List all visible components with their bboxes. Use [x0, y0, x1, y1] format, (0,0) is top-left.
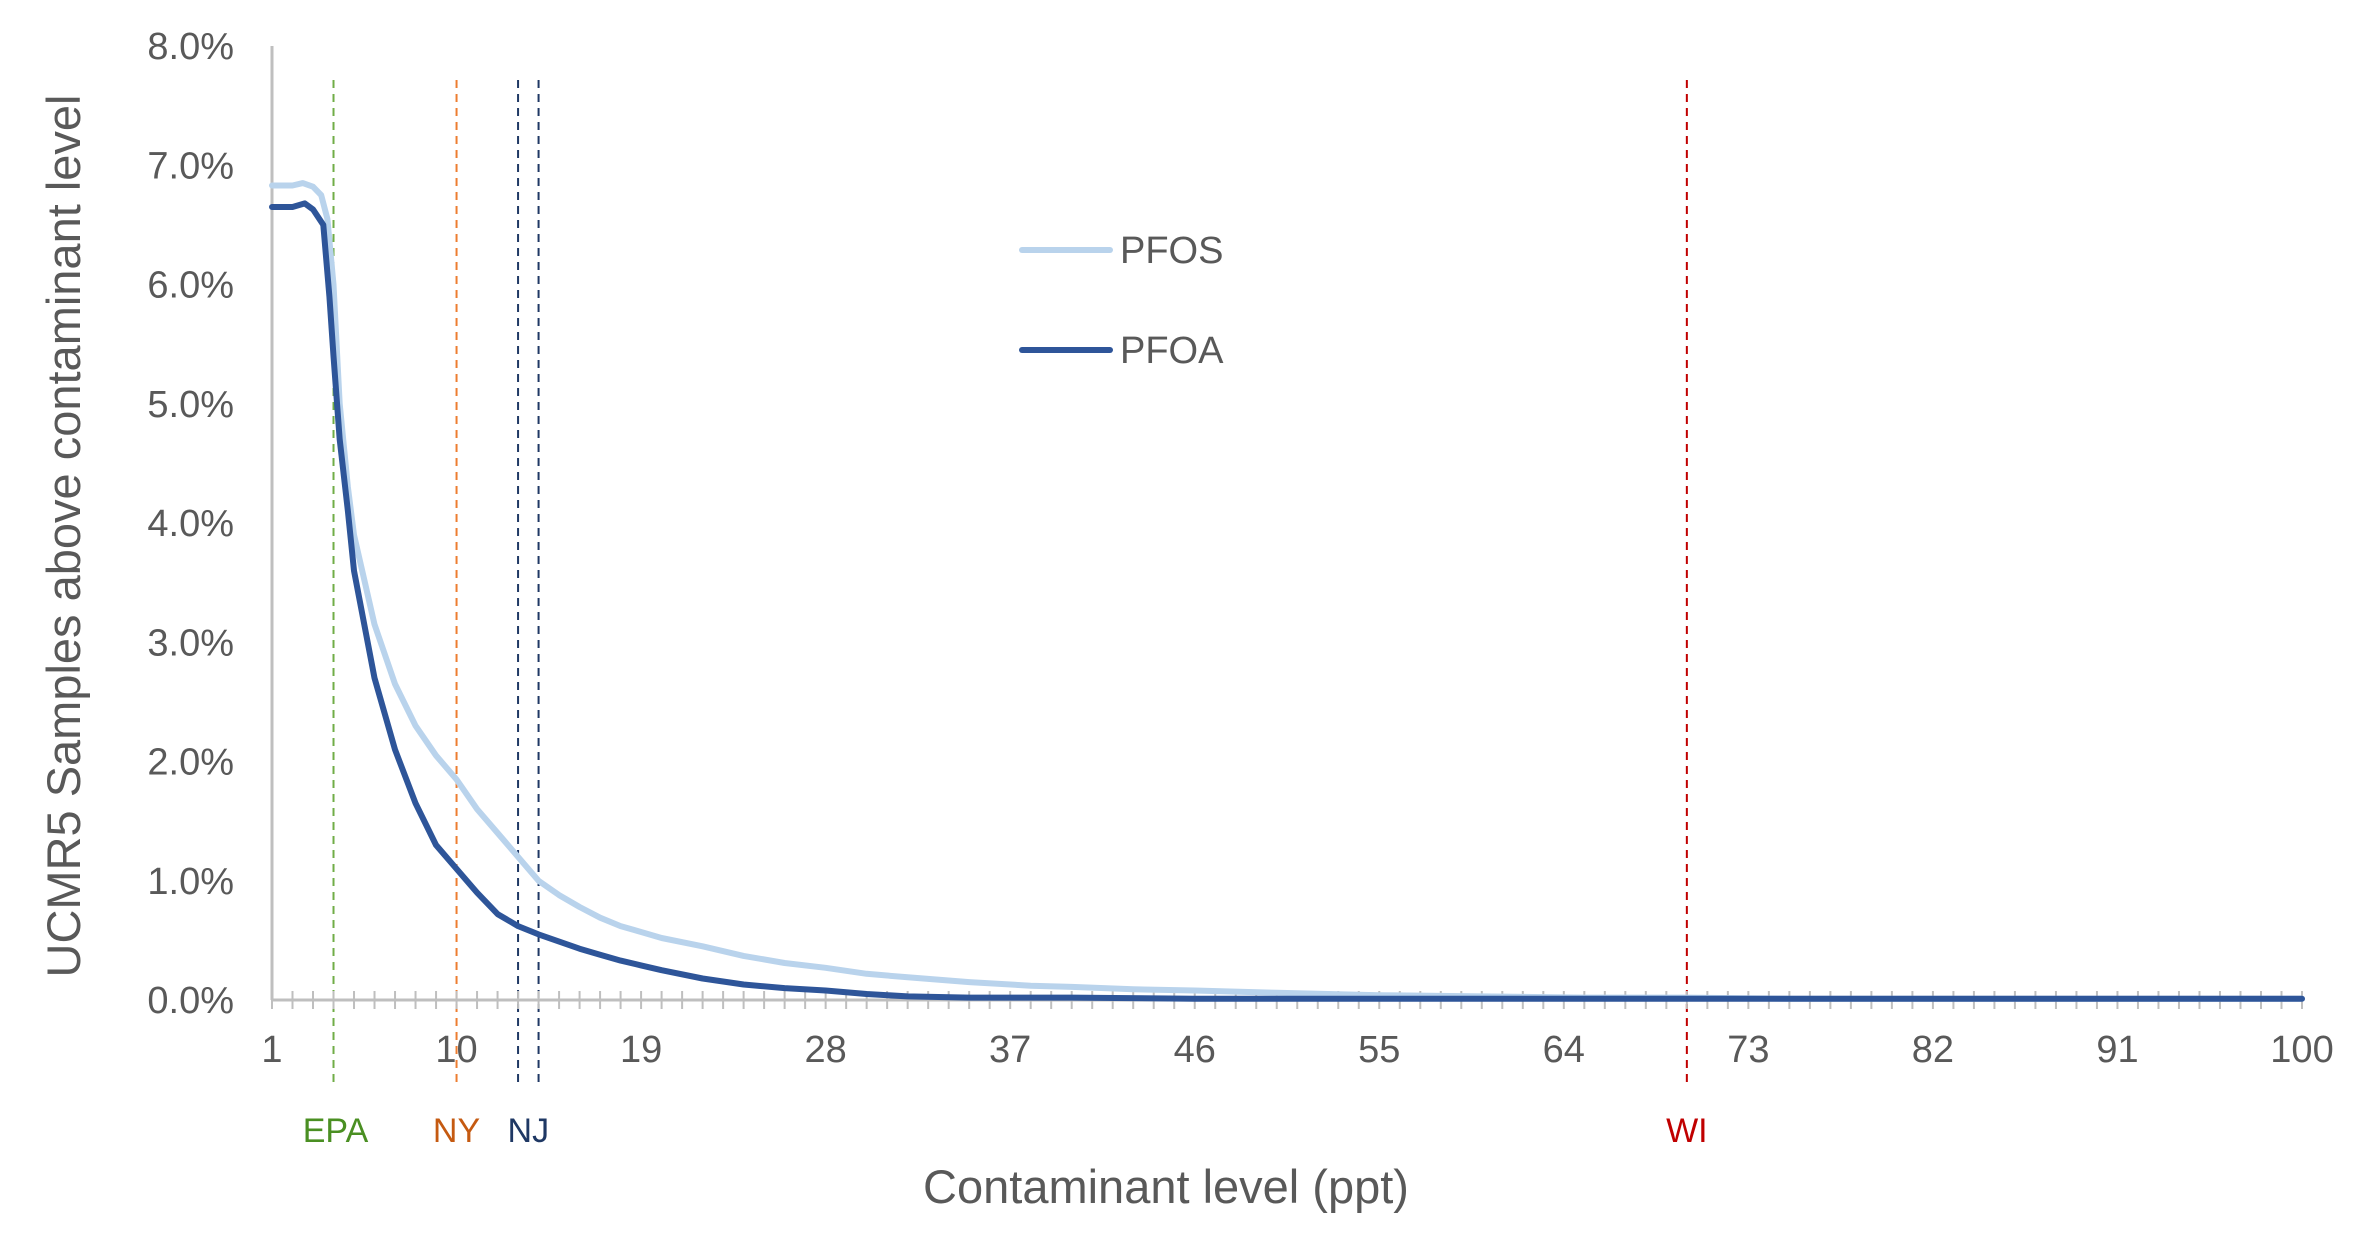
x-tick-label: 19: [620, 1029, 662, 1071]
x-tick-label: 55: [1358, 1029, 1400, 1071]
series-line: [269, 180, 2305, 1002]
y-tick-label: 2.0%: [147, 742, 234, 784]
y-tick-label: 3.0%: [147, 622, 234, 664]
x-tick-label: 37: [989, 1029, 1031, 1071]
x-tick-label: 28: [804, 1029, 846, 1071]
y-tick-label: 5.0%: [147, 384, 234, 426]
x-axis-title: Contaminant level (ppt): [923, 1160, 1409, 1213]
series-line: [269, 200, 2305, 1002]
x-tick-label: 82: [1912, 1029, 1954, 1071]
y-tick-label: 8.0%: [147, 26, 234, 68]
axes: 0.0% 1.0% 2.0% 3.0% 4.0% 5.0% 6.0% 7.0% 8.0% 1 10 1…: [147, 26, 2333, 1071]
y-tick-label: 6.0%: [147, 265, 234, 307]
x-tick-label: 100: [2270, 1029, 2333, 1071]
x-tick-label: 91: [2096, 1029, 2138, 1071]
series-lines: [269, 180, 2305, 1002]
y-tick-label: 0.0%: [147, 980, 234, 1022]
reference-label: NY: [433, 1112, 480, 1150]
legend: PFOS PFOA: [1019, 230, 1224, 372]
x-tick-label: 64: [1543, 1029, 1585, 1071]
y-axis-title: UCMR5 Samples above contaminant level: [37, 95, 90, 978]
legend-label: PFOA: [1120, 330, 1224, 372]
y-tick-label: 1.0%: [147, 861, 234, 903]
x-tick-label: 73: [1727, 1029, 1769, 1071]
x-tick-label: 46: [1174, 1029, 1216, 1071]
reference-label: WI: [1666, 1112, 1708, 1150]
reference-label: EPA: [303, 1112, 369, 1150]
legend-label: PFOS: [1120, 230, 1223, 272]
x-tick-label: 10: [435, 1029, 477, 1071]
reference-label: NJ: [508, 1112, 550, 1150]
reference-lines: EPA NY NJ WI: [303, 80, 1708, 1150]
y-tick-label: 4.0%: [147, 503, 234, 545]
y-tick-label: 7.0%: [147, 145, 234, 187]
x-tick-label: 1: [261, 1029, 282, 1071]
